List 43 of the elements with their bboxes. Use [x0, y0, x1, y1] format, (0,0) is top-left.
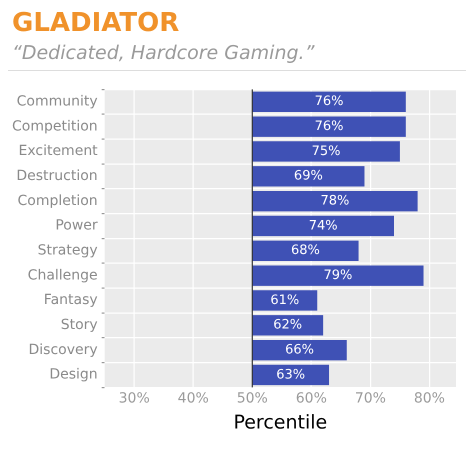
- x-tick-label: 60%: [296, 390, 327, 406]
- data-label: 76%: [314, 119, 344, 134]
- bar: [252, 265, 424, 286]
- data-label: 78%: [320, 194, 350, 209]
- data-label: 75%: [312, 144, 341, 159]
- data-label: 61%: [270, 292, 300, 308]
- bar: [252, 340, 347, 360]
- y-tick-label: Completion: [17, 192, 98, 209]
- data-label: 62%: [273, 318, 302, 333]
- y-tick-label: Story: [60, 316, 98, 333]
- y-tick-label: Discovery: [28, 342, 98, 358]
- x-tick-label: 80%: [414, 390, 445, 406]
- x-tick-label: 40%: [178, 390, 209, 406]
- data-label: 69%: [294, 168, 323, 184]
- chart-title: GLADIATOR: [12, 8, 180, 38]
- bar: [252, 190, 418, 212]
- y-tick-label: Destruction: [16, 168, 98, 184]
- data-label: 63%: [276, 367, 306, 382]
- bar: [252, 92, 406, 112]
- bar: [252, 166, 364, 186]
- y-tick-label: Power: [55, 218, 98, 234]
- data-label: 74%: [308, 218, 338, 234]
- data-label: 76%: [314, 94, 344, 110]
- y-tick-label: Strategy: [38, 242, 98, 258]
- bar: [252, 141, 400, 162]
- x-tick-label: 30%: [118, 390, 150, 406]
- y-tick-label: Fantasy: [44, 292, 98, 308]
- data-label: 79%: [323, 268, 352, 284]
- x-axis-title: Percentile: [233, 412, 328, 434]
- bar: [252, 116, 406, 137]
- x-tick-label: 50%: [236, 390, 268, 406]
- x-tick-label: 70%: [354, 390, 386, 406]
- chart-subtitle: “Dedicated, Hardcore Gaming.”: [12, 42, 316, 64]
- bar: [252, 240, 359, 261]
- y-tick-label: Excitement: [18, 143, 98, 160]
- y-tick-label: Challenge: [28, 267, 98, 284]
- data-label: 66%: [285, 342, 314, 358]
- bar: [252, 315, 324, 336]
- data-label: 68%: [290, 243, 320, 258]
- bar: [252, 216, 394, 236]
- y-tick-label: Competition: [12, 118, 98, 134]
- y-tick-label: Design: [49, 366, 98, 383]
- y-tick-label: Community: [16, 93, 98, 110]
